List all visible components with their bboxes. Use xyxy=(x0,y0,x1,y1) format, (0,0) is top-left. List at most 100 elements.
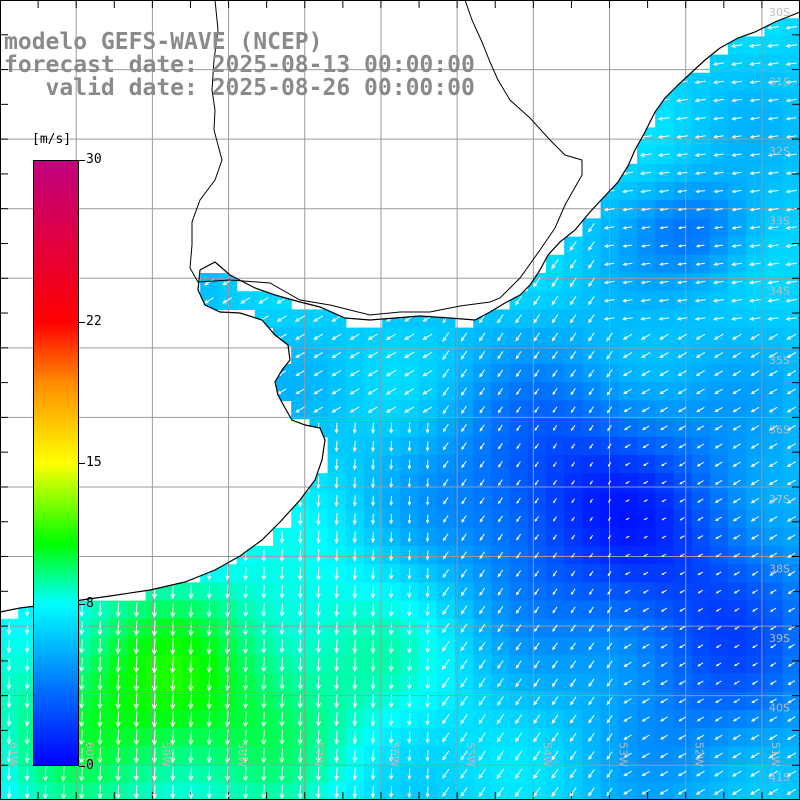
wind-arrow xyxy=(478,768,486,780)
wind-arrow xyxy=(352,730,358,745)
wind-arrow xyxy=(624,443,631,449)
wind-arrow xyxy=(659,333,669,340)
wind-arrow xyxy=(534,443,539,450)
wind-arrow xyxy=(442,714,450,725)
wind-arrow xyxy=(552,606,558,614)
wind-arrow xyxy=(24,748,30,764)
wind-arrow xyxy=(331,333,342,340)
wind-arrow xyxy=(750,370,760,376)
wind-arrow xyxy=(694,280,706,285)
wind-arrow xyxy=(625,480,630,484)
wind-arrow xyxy=(442,368,450,379)
wind-arrow xyxy=(608,535,612,540)
wind-arrow xyxy=(334,440,339,453)
wind-arrow xyxy=(297,530,303,545)
wind-arrow xyxy=(750,461,760,467)
wind-arrow xyxy=(315,621,321,636)
wind-arrow xyxy=(297,693,303,709)
wind-arrow xyxy=(352,458,357,471)
wind-arrow xyxy=(425,496,430,506)
wind-arrow xyxy=(569,696,577,706)
wind-arrow xyxy=(640,280,651,285)
wind-arrow xyxy=(497,406,503,414)
wind-arrow xyxy=(516,461,521,468)
wind-arrow xyxy=(97,620,103,636)
wind-arrow xyxy=(676,280,687,285)
colorbar-tick-mark xyxy=(79,463,85,464)
speed-cell xyxy=(782,782,800,800)
wind-arrow xyxy=(297,766,303,782)
wind-arrow xyxy=(242,693,249,710)
wind-arrow xyxy=(732,461,741,467)
wind-arrow xyxy=(786,333,797,340)
latitude-label: 39S xyxy=(769,632,790,645)
wind-arrow xyxy=(224,766,230,782)
wind-arrow xyxy=(551,786,559,798)
wind-arrow xyxy=(786,734,796,740)
wind-arrow xyxy=(425,586,430,599)
wind-arrow xyxy=(643,553,649,557)
wind-arrow xyxy=(569,732,577,743)
wind-arrow xyxy=(694,153,706,157)
wind-arrow xyxy=(734,626,740,630)
wind-arrow xyxy=(750,752,760,759)
wind-arrow xyxy=(389,567,394,580)
wind-arrow xyxy=(622,207,633,212)
longitude-label: 53W xyxy=(617,742,630,767)
wind-arrow xyxy=(750,734,760,740)
wind-arrow xyxy=(478,786,486,798)
wind-arrow xyxy=(313,406,323,413)
wind-arrow xyxy=(334,621,339,636)
wind-arrow xyxy=(697,553,704,557)
wind-arrow xyxy=(460,768,468,779)
wind-arrow xyxy=(97,766,103,782)
wind-arrow xyxy=(731,333,742,340)
wind-arrow xyxy=(515,295,523,306)
wind-arrow xyxy=(224,785,230,800)
wind-arrow xyxy=(79,639,85,655)
wind-arrow xyxy=(334,549,339,563)
wind-arrow xyxy=(786,424,796,431)
wind-arrow xyxy=(714,370,723,376)
wind-arrow xyxy=(422,406,433,413)
wind-arrow xyxy=(696,425,705,431)
wind-arrow xyxy=(767,316,779,321)
wind-arrow xyxy=(188,692,194,710)
wind-arrow xyxy=(261,621,267,636)
wind-arrow xyxy=(589,462,594,467)
wind-arrow xyxy=(748,298,761,303)
wind-arrow xyxy=(621,316,633,321)
wind-arrow xyxy=(730,61,743,66)
wind-arrow xyxy=(641,752,650,759)
wind-arrow xyxy=(661,480,667,485)
wind-arrow xyxy=(334,585,339,599)
wind-arrow xyxy=(694,116,706,121)
wind-arrow xyxy=(623,425,632,431)
wind-arrow xyxy=(97,638,103,655)
wind-arrow xyxy=(133,692,139,710)
wind-arrow xyxy=(640,189,651,194)
wind-arrow xyxy=(315,785,321,800)
wind-arrow xyxy=(552,406,558,414)
wind-arrow xyxy=(640,333,651,340)
wind-arrow xyxy=(713,770,724,777)
wind-arrow xyxy=(534,516,539,522)
wind-arrow xyxy=(170,620,176,637)
wind-arrow xyxy=(242,729,249,746)
wind-arrow xyxy=(79,747,85,764)
wind-arrow xyxy=(696,480,704,485)
wind-arrow xyxy=(42,766,48,782)
wind-arrow xyxy=(696,406,705,413)
wind-arrow xyxy=(678,425,687,431)
wind-arrow xyxy=(460,750,468,761)
wind-arrow xyxy=(588,332,595,342)
wind-arrow xyxy=(479,479,485,487)
wind-arrow xyxy=(115,784,121,800)
wind-arrow xyxy=(623,716,632,722)
wind-arrow xyxy=(406,621,412,636)
wind-arrow xyxy=(170,692,176,710)
wind-arrow xyxy=(407,532,412,543)
wind-arrow xyxy=(367,406,378,413)
wind-arrow xyxy=(479,406,485,414)
wind-arrow xyxy=(588,787,595,797)
